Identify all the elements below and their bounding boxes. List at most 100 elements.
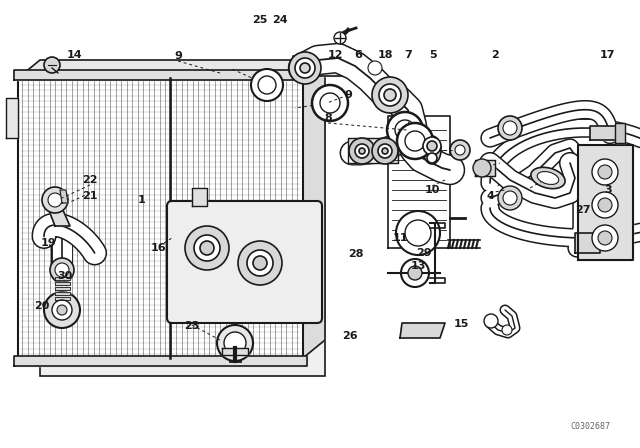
Circle shape [52,300,72,320]
FancyBboxPatch shape [167,201,322,323]
Bar [18,78,303,358]
Text: 25: 25 [252,15,268,25]
Circle shape [484,314,498,328]
Circle shape [502,325,512,335]
Text: 6: 6 [354,50,362,60]
Polygon shape [60,190,68,203]
Text: 16: 16 [151,243,167,253]
Circle shape [355,144,369,158]
Polygon shape [14,356,307,366]
Circle shape [320,93,340,113]
Text: 20: 20 [35,301,50,311]
Circle shape [349,138,375,164]
Circle shape [387,112,423,148]
Circle shape [395,120,415,140]
Circle shape [397,123,433,159]
Polygon shape [18,60,325,78]
Text: 23: 23 [184,321,200,331]
Polygon shape [400,323,445,338]
Circle shape [408,266,422,280]
Circle shape [427,141,437,151]
Text: 14: 14 [67,50,83,60]
Ellipse shape [531,168,565,189]
Circle shape [251,69,283,101]
Polygon shape [6,98,18,138]
Text: 11: 11 [392,233,408,243]
Text: 9: 9 [344,90,352,100]
Polygon shape [615,123,625,143]
Circle shape [405,220,431,246]
Circle shape [405,131,425,151]
Text: 10: 10 [424,185,440,195]
Circle shape [378,144,392,158]
Circle shape [334,32,346,44]
Circle shape [42,187,68,213]
Circle shape [217,325,253,361]
Circle shape [194,235,220,261]
Text: 4: 4 [486,191,494,201]
Text: 26: 26 [342,331,358,341]
Circle shape [247,250,273,276]
Polygon shape [55,277,70,280]
Bar [40,96,325,376]
Polygon shape [55,292,70,295]
Circle shape [401,259,429,287]
Text: 2: 2 [491,50,499,60]
Polygon shape [14,70,307,80]
Polygon shape [575,233,600,253]
Circle shape [48,193,62,207]
Text: 19: 19 [40,238,56,248]
Text: 1: 1 [138,195,146,205]
Circle shape [57,305,67,315]
Circle shape [379,84,401,106]
Circle shape [455,145,465,155]
Circle shape [295,58,315,78]
Polygon shape [578,145,633,260]
Text: 21: 21 [83,191,98,201]
Text: C0302687: C0302687 [570,422,610,431]
Circle shape [185,226,229,270]
Circle shape [396,211,440,255]
Circle shape [592,192,618,218]
Circle shape [44,292,80,328]
Text: 24: 24 [272,15,288,25]
Text: 8: 8 [324,113,332,123]
Circle shape [359,148,365,154]
Text: 29: 29 [416,248,432,258]
Polygon shape [55,287,70,290]
Circle shape [598,231,612,245]
Circle shape [498,116,522,140]
Circle shape [503,121,517,135]
Circle shape [372,138,398,164]
Ellipse shape [537,172,559,185]
Polygon shape [388,116,450,248]
Polygon shape [590,126,618,140]
Circle shape [423,137,441,155]
Circle shape [368,61,382,75]
Circle shape [503,191,517,205]
Circle shape [50,258,74,282]
Circle shape [598,198,612,212]
Circle shape [224,332,246,354]
Text: 18: 18 [377,50,393,60]
Text: 13: 13 [410,261,426,271]
Circle shape [238,241,282,285]
Polygon shape [348,138,398,163]
Circle shape [44,57,60,73]
Text: 27: 27 [575,205,591,215]
Text: 9: 9 [174,51,182,61]
Text: 5: 5 [429,50,437,60]
Text: 22: 22 [83,175,98,185]
Circle shape [200,241,214,255]
Circle shape [498,186,522,210]
Circle shape [253,256,267,270]
Text: 12: 12 [327,50,343,60]
Circle shape [289,52,321,84]
Polygon shape [475,160,495,176]
Text: 30: 30 [58,271,72,281]
Circle shape [382,148,388,154]
Text: 28: 28 [348,249,364,259]
Polygon shape [55,282,70,285]
Circle shape [427,153,437,163]
Circle shape [598,165,612,179]
